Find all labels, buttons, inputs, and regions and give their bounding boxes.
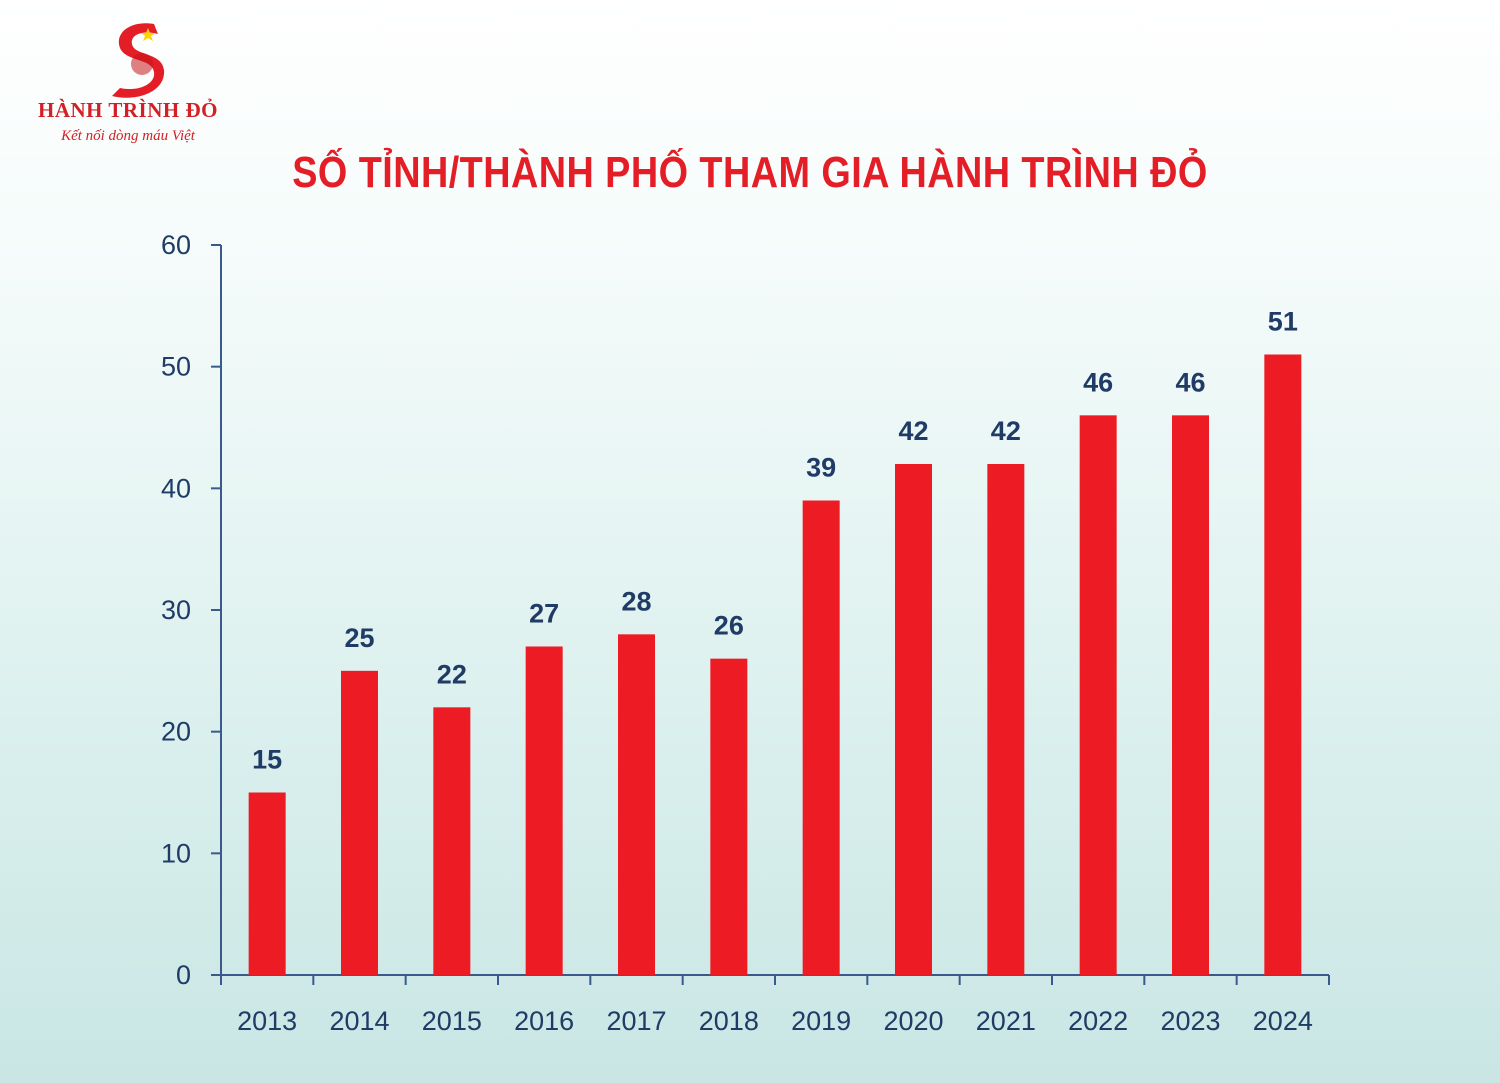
x-tick-label-2020: 2020 <box>883 1006 943 1036</box>
data-label-2017: 28 <box>621 586 651 616</box>
chart-title: SỐ TỈNH/THÀNH PHỐ THAM GIA HÀNH TRÌNH ĐỎ <box>292 148 1208 197</box>
bar-2014 <box>341 670 378 975</box>
bar-2013 <box>248 792 286 975</box>
bars <box>248 354 1302 975</box>
bar-2018 <box>710 658 748 975</box>
bar-2017 <box>618 634 655 975</box>
y-tick-label: 10 <box>161 838 191 868</box>
y-axis: 0 10 20 30 40 50 60 <box>161 230 222 990</box>
y-tick-label: 50 <box>161 352 191 382</box>
bar-2016 <box>525 646 563 975</box>
data-label-2021: 42 <box>991 416 1021 446</box>
bar-2021 <box>987 464 1025 975</box>
x-tick-label-2016: 2016 <box>514 1006 574 1036</box>
x-tick-label-2021: 2021 <box>976 1006 1036 1036</box>
y-tick-label: 0 <box>176 960 191 990</box>
x-tick-label-2023: 2023 <box>1160 1006 1220 1036</box>
bar-2023 <box>1172 415 1209 975</box>
bar-2024 <box>1264 354 1302 975</box>
data-label-2023: 46 <box>1175 367 1205 397</box>
x-tick-label-2024: 2024 <box>1253 1006 1313 1036</box>
data-label-2020: 42 <box>898 416 928 446</box>
bar-2022 <box>1079 415 1117 975</box>
logo: HÀNH TRÌNH ĐỎ Kết nối dòng máu Việt <box>28 18 228 158</box>
x-tick-label-2014: 2014 <box>329 1006 389 1036</box>
data-label-2014: 25 <box>344 623 374 653</box>
y-tick-label: 40 <box>161 473 191 503</box>
bar-2015 <box>433 707 471 975</box>
data-label-2015: 22 <box>437 659 467 689</box>
x-tick-label-2022: 2022 <box>1068 1006 1128 1036</box>
data-label-2024: 51 <box>1268 307 1298 337</box>
data-label-2016: 27 <box>529 599 559 629</box>
x-tick-label-2017: 2017 <box>606 1006 666 1036</box>
data-label-2018: 26 <box>714 611 744 641</box>
data-label-2013: 15 <box>252 745 282 775</box>
logo-tagline: Kết nối dòng máu Việt <box>61 128 195 144</box>
data-labels: 15 25 22 27 28 26 39 42 42 46 46 51 <box>252 307 1298 775</box>
y-tick-label: 60 <box>161 230 191 260</box>
x-tick-label-2013: 2013 <box>237 1006 297 1036</box>
x-tick-label-2015: 2015 <box>422 1006 482 1036</box>
logo-name: HÀNH TRÌNH ĐỎ <box>38 98 218 122</box>
y-tick-label: 20 <box>161 717 191 747</box>
logo-s-mark-icon <box>112 23 165 98</box>
x-axis: 2013 2014 2015 2016 2017 2018 2019 2020 2021 2022… <box>220 974 1330 1036</box>
data-label-2019: 39 <box>806 453 836 483</box>
bar-2019 <box>802 500 840 975</box>
data-label-2022: 46 <box>1083 367 1113 397</box>
y-tick-label: 30 <box>161 595 191 625</box>
bar-2020 <box>895 464 932 975</box>
x-tick-label-2019: 2019 <box>791 1006 851 1036</box>
x-tick-label-2018: 2018 <box>699 1006 759 1036</box>
